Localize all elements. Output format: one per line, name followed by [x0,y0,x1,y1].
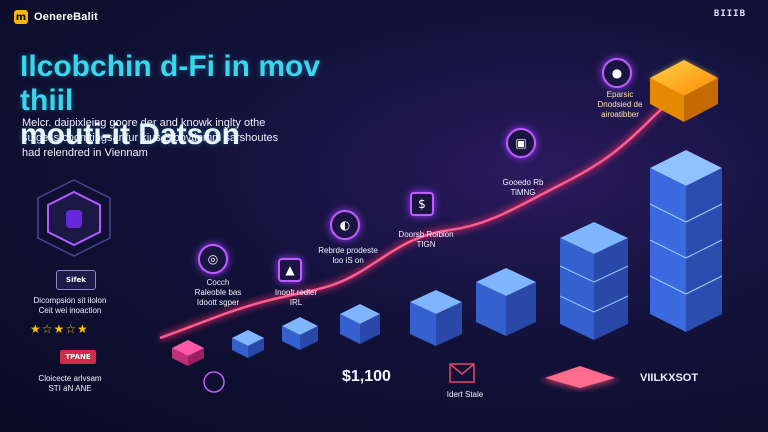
corner-menu[interactable]: BIIIB [713,9,746,19]
block-2 [232,330,264,358]
block-6 [476,268,536,336]
label-warning: Inoolt redler IRL [274,288,318,307]
coin-bag-icon[interactable]: ◐ [330,210,360,240]
description: Melcr. daipixleing goore der and knowk i… [22,116,362,161]
headline: Ilcobchin d-Fi in mov thiil mouti-it Dat… [20,50,360,152]
left-caption: Dicompsion sit ilolon Ceit wei inoaction [33,296,107,315]
dollar-icon[interactable]: $ [410,192,434,216]
gold-cube-icon [650,60,718,122]
trend-line [159,79,702,340]
label-user: Eparsic Dnodsied de airoatibber [597,90,643,119]
user-icon[interactable]: ● [602,58,632,88]
description-line: had relendred in Viennam [22,147,148,159]
description-line: Melcr. daipixleing goore der and knowk i… [22,117,266,129]
bottom-card-badge: TPANE [60,350,96,364]
bottom-right-label: VIILKXSOT [640,372,699,384]
chart-envelope-icon [449,363,475,383]
brand[interactable]: m OenereBalit [14,10,98,24]
block-stack-7 [559,222,629,340]
bottom-mid-label: Idert Stale [446,390,484,399]
bottom-caption: Cloicecte arlvsam STI aN ANE [38,374,102,393]
hexagon-shield-icon [37,179,111,257]
brand-logo-icon: m [14,10,28,24]
headline-line-2: mouti-it Datson [20,118,240,151]
price-value: $1,100 [342,368,391,385]
block-1 [172,340,204,366]
label-dollar: Doorsb Roiblon TIGN [398,230,454,249]
block-4 [340,304,380,344]
coin-icon[interactable]: ◎ [198,244,228,274]
rating-stars: ★☆★☆★ [30,322,89,336]
warning-icon[interactable]: ▲ [278,258,302,282]
block-stack-8 [649,150,723,332]
label-coin: Cocch Raleoble bas Idoott sgper [194,278,242,307]
headline-line-1: Ilcobchin d-Fi in mov thiil [20,50,320,117]
platform-icon [540,366,620,390]
description-line: suigess coomtingsar fur kius Bibovtinmm … [22,132,279,144]
brand-name: OenereBalit [34,11,98,23]
label-coin-bag: Rebrde prodeste Ioo iS on [318,246,378,265]
block-3 [282,317,318,350]
rating-badge-icon [203,371,225,393]
cart-icon[interactable]: ▣ [506,128,536,158]
card-badge: Sifek [56,270,96,290]
block-5 [410,290,462,346]
label-cart: Gooedo Rb TiMNG [502,178,544,197]
